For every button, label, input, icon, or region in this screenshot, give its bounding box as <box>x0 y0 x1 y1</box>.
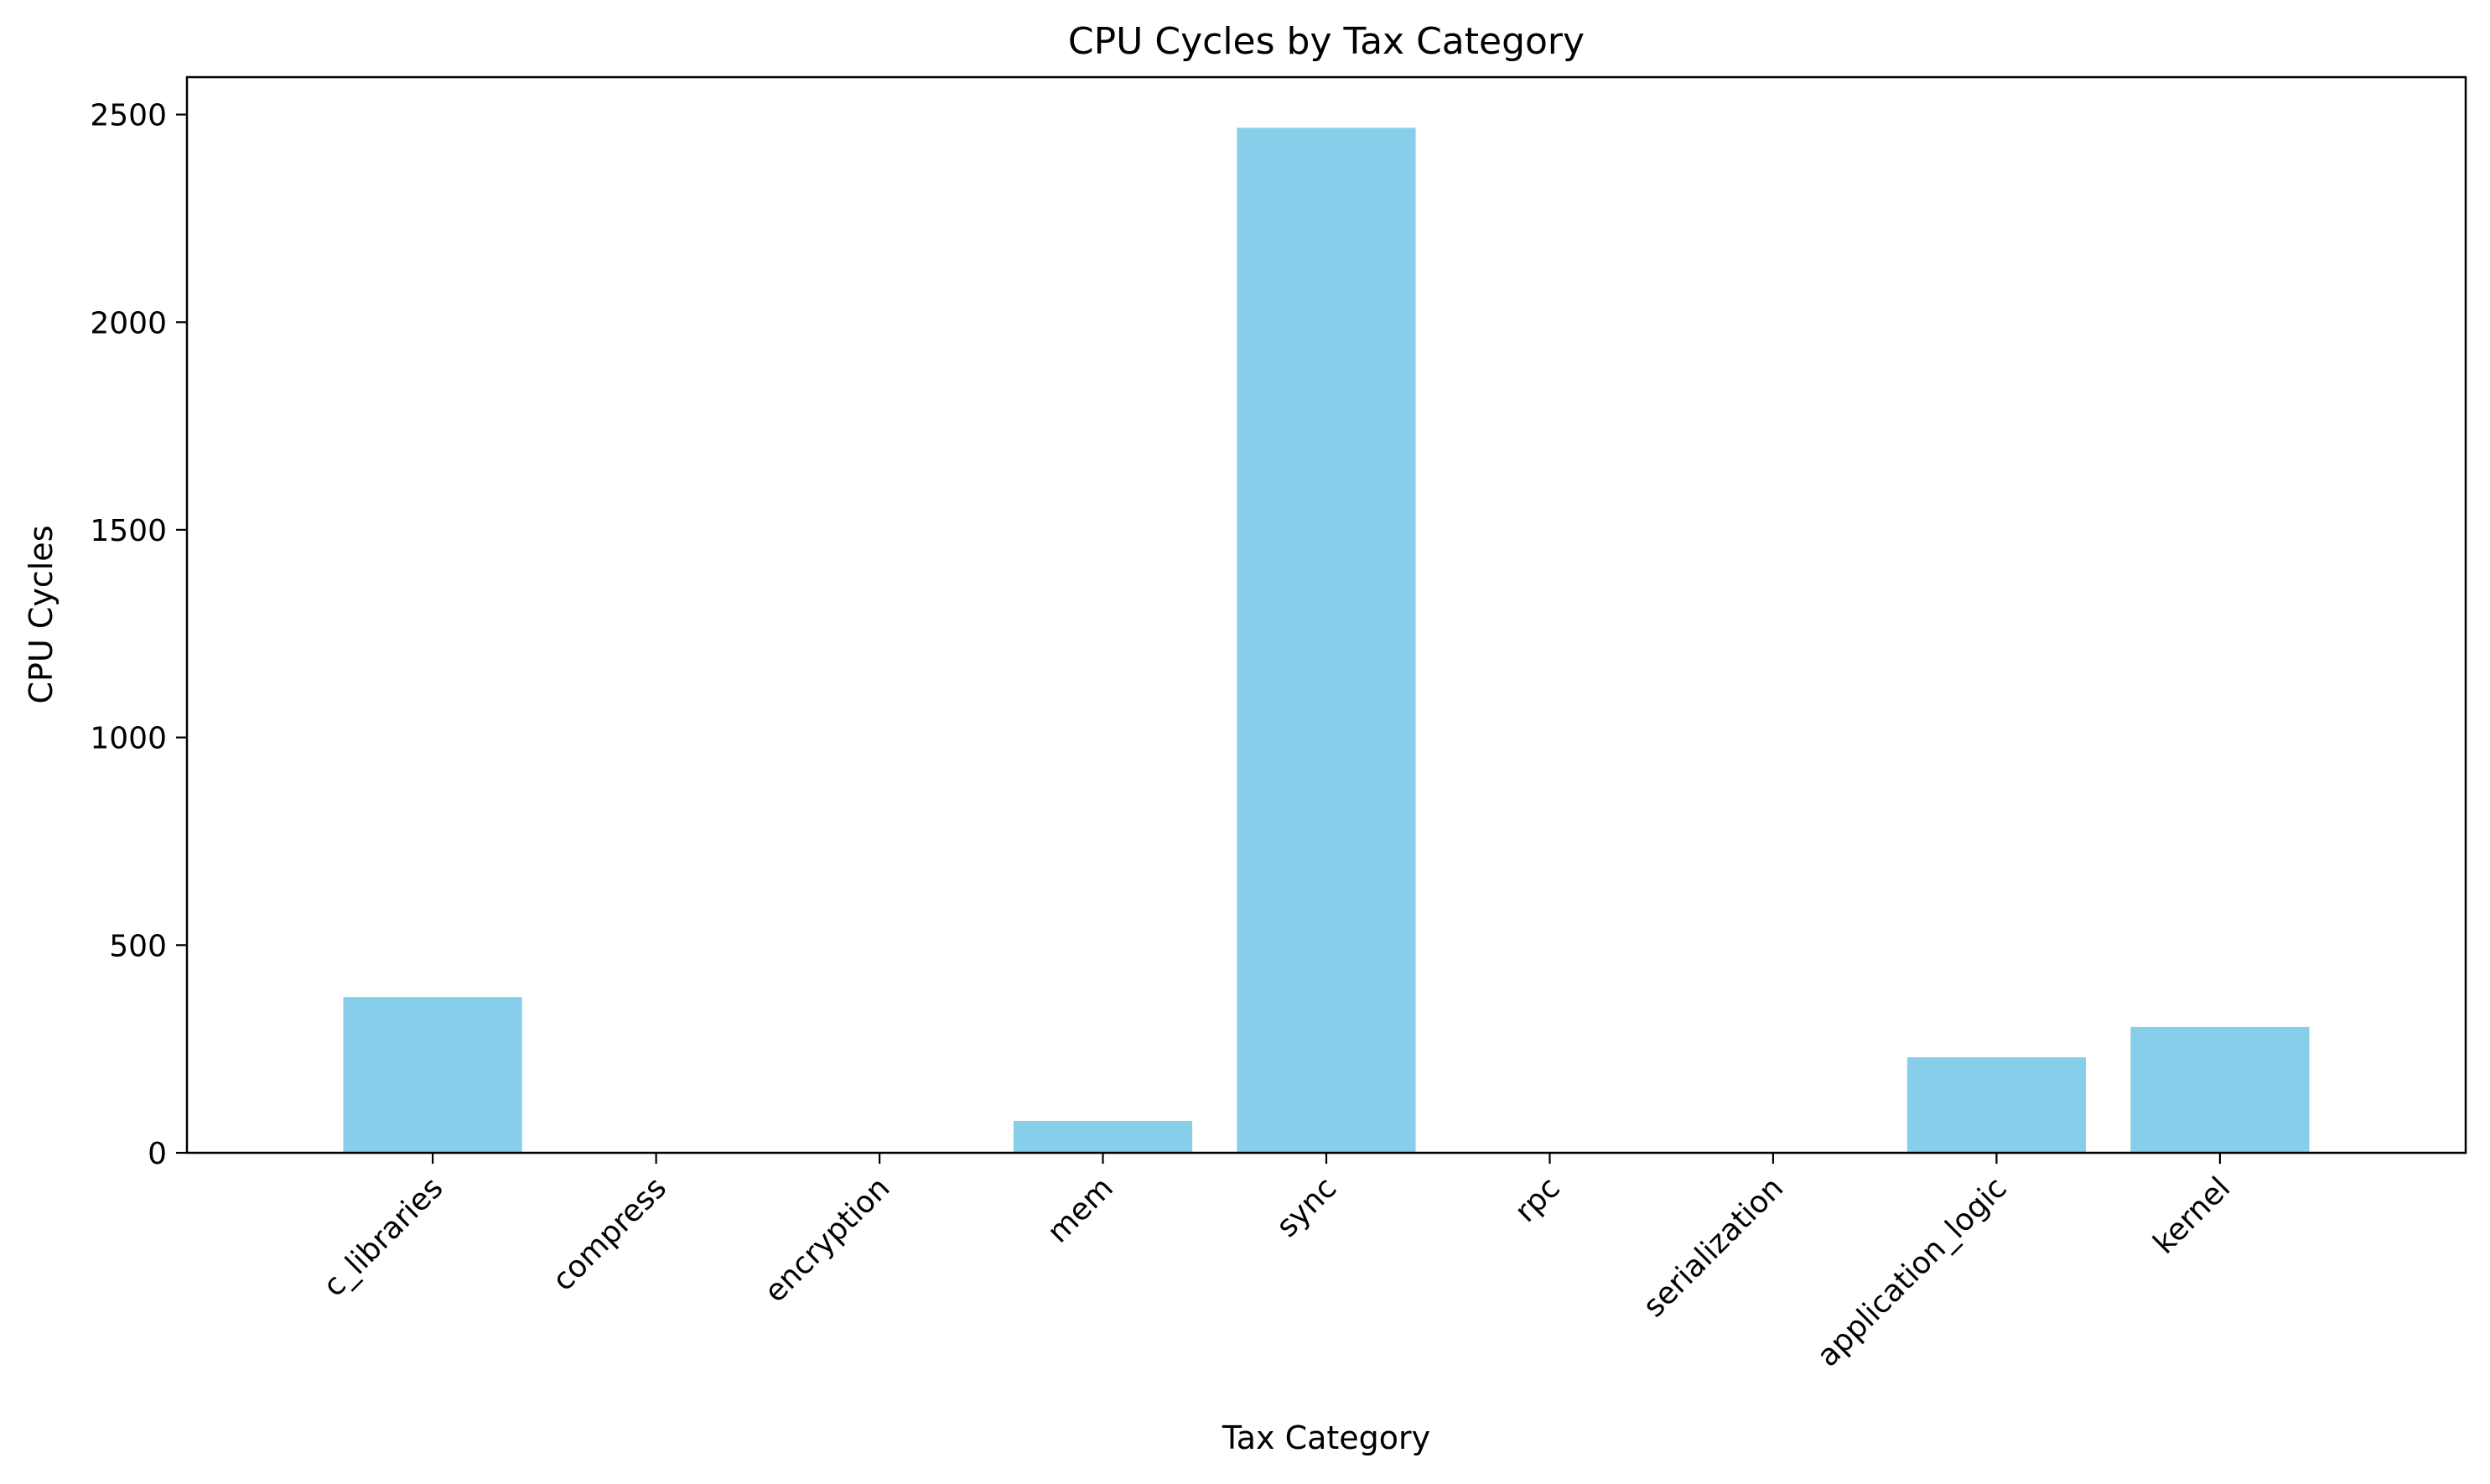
plot-area-frame <box>185 75 2467 1155</box>
y-axis-ticks: 0 500 1000 1500 2000 2500 <box>90 99 187 1171</box>
y-tick-label-1500: 1500 <box>90 514 167 548</box>
bar-kernel <box>2130 1026 2310 1153</box>
y-axis-title: CPU Cycles <box>23 526 60 704</box>
bar-mem <box>1013 1120 1193 1153</box>
y-tick-label-500: 500 <box>109 929 167 963</box>
y-tick-label-2000: 2000 <box>90 306 167 340</box>
chart-title: CPU Cycles by Tax Category <box>1068 20 1585 63</box>
y-tick-label-2500: 2500 <box>90 99 167 133</box>
bar-application_logic <box>1906 1057 2086 1153</box>
x-axis-title: Tax Category <box>1222 1419 1430 1456</box>
bar-c_libraries <box>343 997 522 1153</box>
y-tick-label-0: 0 <box>148 1137 167 1171</box>
bars-group <box>343 127 2310 1153</box>
y-tick-label-1000: 1000 <box>90 722 167 756</box>
bar-sync <box>1237 127 1416 1153</box>
